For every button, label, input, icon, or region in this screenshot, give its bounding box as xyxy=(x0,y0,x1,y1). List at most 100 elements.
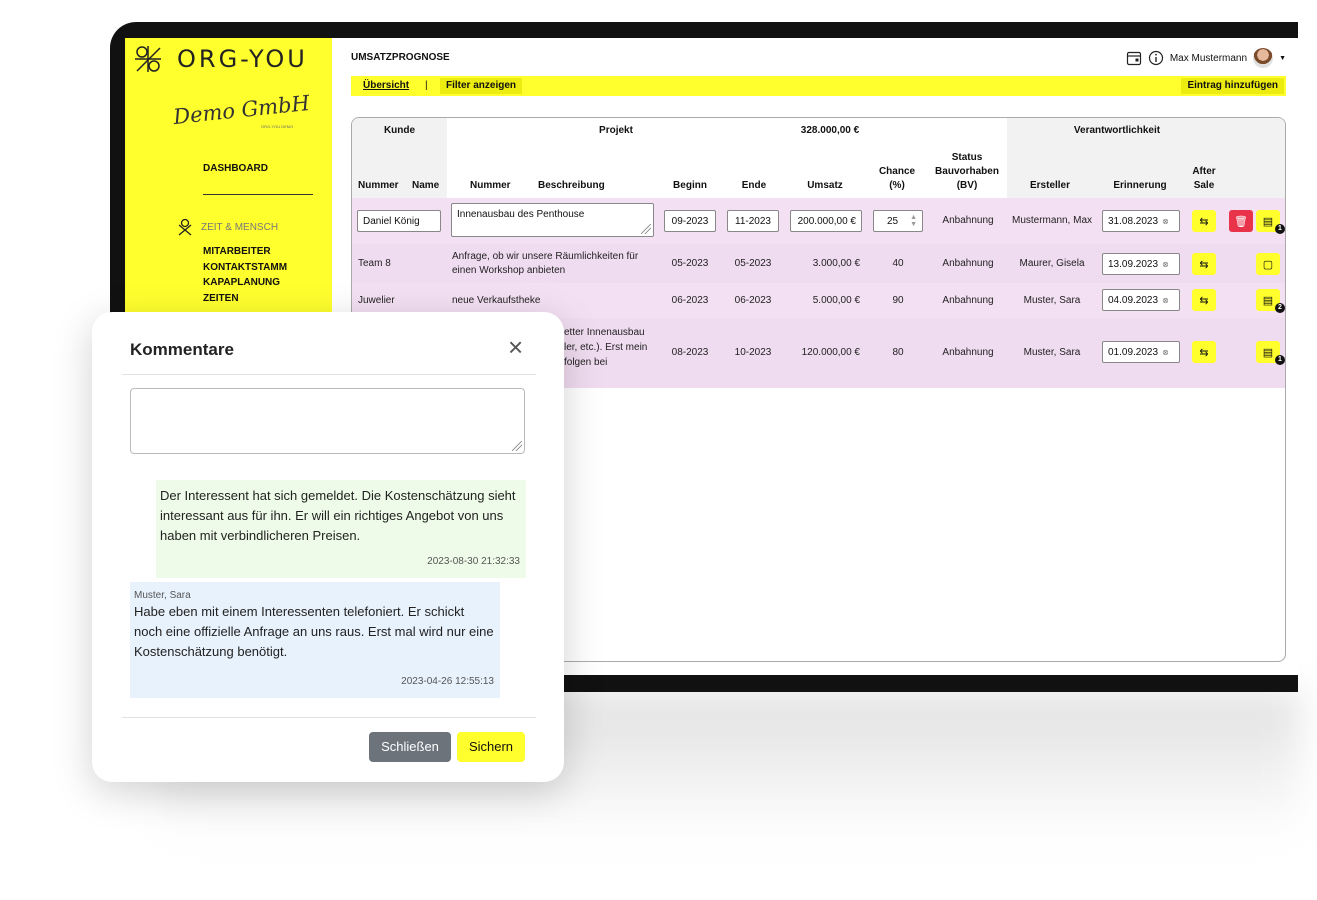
user-name[interactable]: Max Mustermann xyxy=(1169,52,1248,64)
handshake-icon: ⇆ xyxy=(1199,294,1209,307)
ende-input[interactable]: 11-2023 xyxy=(727,210,779,232)
erinnerung-date-input[interactable]: 04.09.2023 ⊗ xyxy=(1102,289,1180,311)
modal-divider-bottom xyxy=(122,717,536,718)
save-button[interactable]: Sichern xyxy=(457,732,525,762)
comment-timestamp: 2023-04-26 12:55:13 xyxy=(401,676,494,687)
erinnerung-value: 01.09.2023 xyxy=(1108,347,1159,358)
col-erinnerung[interactable]: Erinnerung xyxy=(1113,180,1167,191)
beginn-value: 06-2023 xyxy=(671,295,709,306)
erinnerung-value: 13.09.2023 xyxy=(1108,259,1159,270)
info-icon[interactable] xyxy=(1148,50,1164,66)
status-value: Anbahnung xyxy=(942,295,994,306)
beginn-value: 08-2023 xyxy=(671,347,709,358)
clear-date-icon[interactable]: ⊗ xyxy=(1162,296,1169,305)
add-entry-button[interactable]: Eintrag hinzufügen xyxy=(1181,78,1284,94)
chance-value: 90 xyxy=(892,295,904,306)
handshake-icon: ⇆ xyxy=(1199,346,1209,359)
comment-empty-icon: ▢ xyxy=(1262,258,1274,271)
header-band-werte xyxy=(785,118,1007,198)
col-projekt-nummer[interactable]: Nummer xyxy=(470,180,511,191)
col-chance[interactable]: Chance (%) xyxy=(878,166,916,191)
tab-uebersicht[interactable]: Übersicht xyxy=(357,78,416,94)
comment-text: Der Interessent hat sich gemeldet. Die K… xyxy=(160,488,516,543)
nav-dashboard[interactable]: DASHBOARD xyxy=(203,163,268,174)
beschreibung-line-2: ler, etc.). Erst mein xyxy=(564,342,648,353)
chevron-down-icon[interactable]: ▼ xyxy=(1279,54,1286,62)
status-value: Anbahnung xyxy=(942,215,994,226)
col-nummer[interactable]: Nummer xyxy=(358,180,399,191)
clear-date-icon[interactable]: ⊗ xyxy=(1162,217,1169,226)
filter-button[interactable]: Filter anzeigen xyxy=(440,78,523,94)
avatar[interactable] xyxy=(1253,48,1274,68)
nav-kapaplanung[interactable]: KAPAPLANUNG xyxy=(203,277,281,288)
toolbar: Übersicht | Filter anzeigen Eintrag hinz… xyxy=(351,76,1286,96)
comment-icon: ▤ xyxy=(1262,294,1274,307)
clear-date-icon[interactable]: ⊗ xyxy=(1162,260,1169,269)
page-title: UMSATZPROGNOSE xyxy=(351,52,450,63)
clear-date-icon[interactable]: ⊗ xyxy=(1162,348,1169,357)
after-sale-button[interactable]: ⇆ xyxy=(1192,253,1216,275)
stepper-arrows-icon[interactable]: ▲ ▼ xyxy=(910,214,917,228)
ersteller-value: Maurer, Gisela xyxy=(1019,258,1085,269)
comments-button[interactable]: ▢ xyxy=(1256,253,1280,275)
col-beschreibung[interactable]: Beschreibung xyxy=(538,180,605,191)
comment-item: Muster, Sara Habe eben mit einem Interes… xyxy=(130,582,500,698)
table-row[interactable]: Daniel König Innenausbau des Penthouse 0… xyxy=(352,198,1285,244)
nav-kontaktstamm[interactable]: KONTAKTSTAMM xyxy=(203,262,288,273)
logo[interactable]: ORG-YOU xyxy=(133,44,308,74)
handshake-icon: ⇆ xyxy=(1199,258,1209,271)
beschreibung-textarea[interactable]: Innenausbau des Penthouse xyxy=(451,203,654,237)
table-row[interactable]: Team 8 Anfrage, ob wir unsere Räumlichke… xyxy=(352,244,1285,283)
comment-timestamp: 2023-08-30 21:32:33 xyxy=(427,556,520,567)
chance-value: 40 xyxy=(892,258,904,269)
after-sale-button[interactable]: ⇆ xyxy=(1192,341,1216,363)
after-sale-button[interactable]: ⇆ xyxy=(1192,210,1216,232)
nav-section-label: ZEIT & MENSCH xyxy=(201,221,279,233)
col-status[interactable]: Status Bauvorhaben (BV) xyxy=(935,152,999,191)
status-value: Anbahnung xyxy=(942,347,994,358)
comments-button[interactable]: ▤ xyxy=(1256,210,1280,232)
col-beginn[interactable]: Beginn xyxy=(673,180,707,191)
after-sale-button[interactable]: ⇆ xyxy=(1192,289,1216,311)
beschreibung-line-1: etter Innenausbau xyxy=(564,327,645,338)
ersteller-value: Mustermann, Max xyxy=(1011,215,1093,226)
col-name[interactable]: Name xyxy=(412,180,440,191)
logo-icon xyxy=(135,46,161,72)
erinnerung-date-input[interactable]: 13.09.2023 ⊗ xyxy=(1102,253,1180,275)
umsatz-value: 5.000,00 € xyxy=(812,295,860,306)
chance-stepper[interactable]: 25 ▲ ▼ xyxy=(873,210,923,232)
kunde-input[interactable]: Daniel König xyxy=(357,210,441,232)
close-button[interactable]: Schließen xyxy=(369,732,451,762)
col-after-sale[interactable]: After Sale xyxy=(1192,166,1216,191)
erinnerung-date-input[interactable]: 01.09.2023 ⊗ xyxy=(1102,341,1180,363)
beginn-value: 05-2023 xyxy=(671,258,709,269)
erinnerung-value: 31.08.2023 xyxy=(1108,216,1159,227)
col-ersteller[interactable]: Ersteller xyxy=(1029,180,1071,191)
close-icon[interactable]: × xyxy=(508,332,524,362)
erinnerung-value: 04.09.2023 xyxy=(1108,295,1159,306)
delete-button[interactable]: 🗑 xyxy=(1229,210,1253,232)
col-umsatz[interactable]: Umsatz xyxy=(807,180,843,191)
kunde-value: Team 8 xyxy=(358,258,391,269)
comments-button[interactable]: ▤ xyxy=(1256,289,1280,311)
resize-handle-icon[interactable] xyxy=(641,224,651,234)
beschreibung-value: neue Verkaufstheke xyxy=(452,295,541,306)
comment-textarea[interactable] xyxy=(130,388,525,454)
erinnerung-date-input[interactable]: 31.08.2023 ⊗ xyxy=(1102,210,1180,232)
umsatz-value: 3.000,00 € xyxy=(812,258,860,269)
calendar-icon[interactable] xyxy=(1126,50,1142,66)
nav-zeiten[interactable]: ZEITEN xyxy=(203,293,239,304)
group-verantwortlichkeit: Verantwortlichkeit xyxy=(1073,125,1161,136)
resize-handle-icon[interactable] xyxy=(512,441,522,451)
comments-button[interactable]: ▤ xyxy=(1256,341,1280,363)
col-ende[interactable]: Ende xyxy=(741,180,767,191)
comment-count-badge: 1 xyxy=(1275,224,1285,234)
ende-value: 06-2023 xyxy=(734,295,772,306)
toolbar-separator: | xyxy=(425,80,428,91)
beginn-input[interactable]: 09-2023 xyxy=(664,210,716,232)
main-content: UMSATZPROGNOSE Max Mustermann ▼ Übersich… xyxy=(332,38,1298,675)
nav-mitarbeiter[interactable]: MITARBEITER xyxy=(203,246,271,257)
nav-section-zeit-mensch[interactable]: ZEIT & MENSCH xyxy=(177,218,278,236)
modal-title: Kommentare xyxy=(130,340,234,359)
umsatz-input[interactable]: 200.000,00 € xyxy=(790,210,862,232)
